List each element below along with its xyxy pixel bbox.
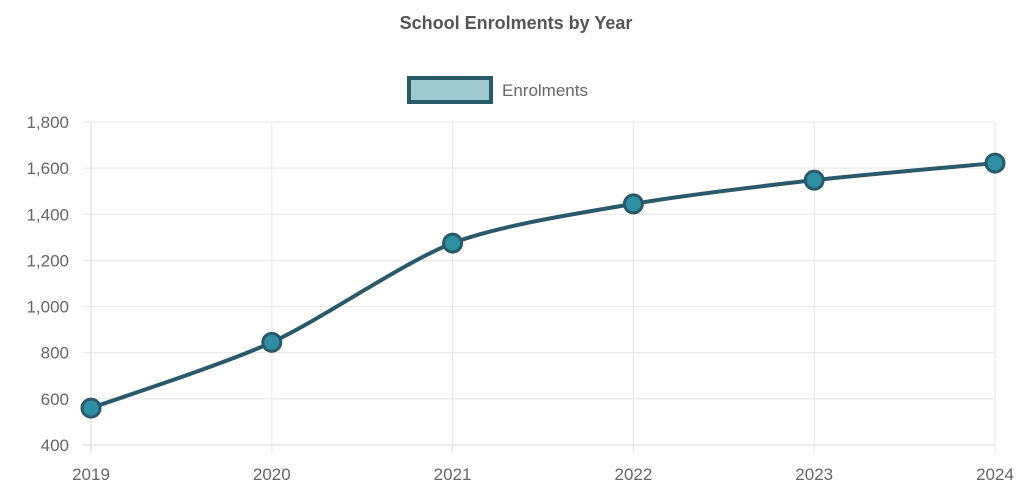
data-point[interactable] [261,331,283,353]
data-point[interactable] [442,232,464,254]
y-tick-label: 800 [41,344,69,363]
data-point[interactable] [803,169,825,191]
data-point[interactable] [984,152,1006,174]
data-point[interactable] [622,193,644,215]
x-tick-label: 2021 [434,465,472,484]
x-tick-label: 2022 [614,465,652,484]
x-tick-label: 2020 [253,465,291,484]
y-tick-label: 1,800 [26,113,69,132]
grid [83,121,996,453]
y-tick-label: 400 [41,436,69,455]
legend-label: Enrolments [502,81,588,100]
data-point[interactable] [80,397,102,419]
x-tick-label: 2024 [976,465,1014,484]
y-tick-label: 1,600 [26,159,69,178]
x-tick-label: 2019 [72,465,110,484]
y-tick-label: 1,400 [26,205,69,224]
x-axis: 2019 2020 2021 2022 2023 2024 [72,465,1014,484]
legend-swatch [407,76,493,104]
x-tick-label: 2023 [795,465,833,484]
legend[interactable]: Enrolments [407,76,588,104]
y-tick-label: 600 [41,390,69,409]
y-axis: 400 600 800 1,000 1,200 1,400 1,600 1,800 [26,113,69,455]
y-tick-label: 1,000 [26,298,69,317]
plot-area [80,152,1006,419]
chart-title: School Enrolments by Year [400,13,633,33]
y-tick-label: 1,200 [26,251,69,270]
series-line-enrolments [89,161,997,411]
